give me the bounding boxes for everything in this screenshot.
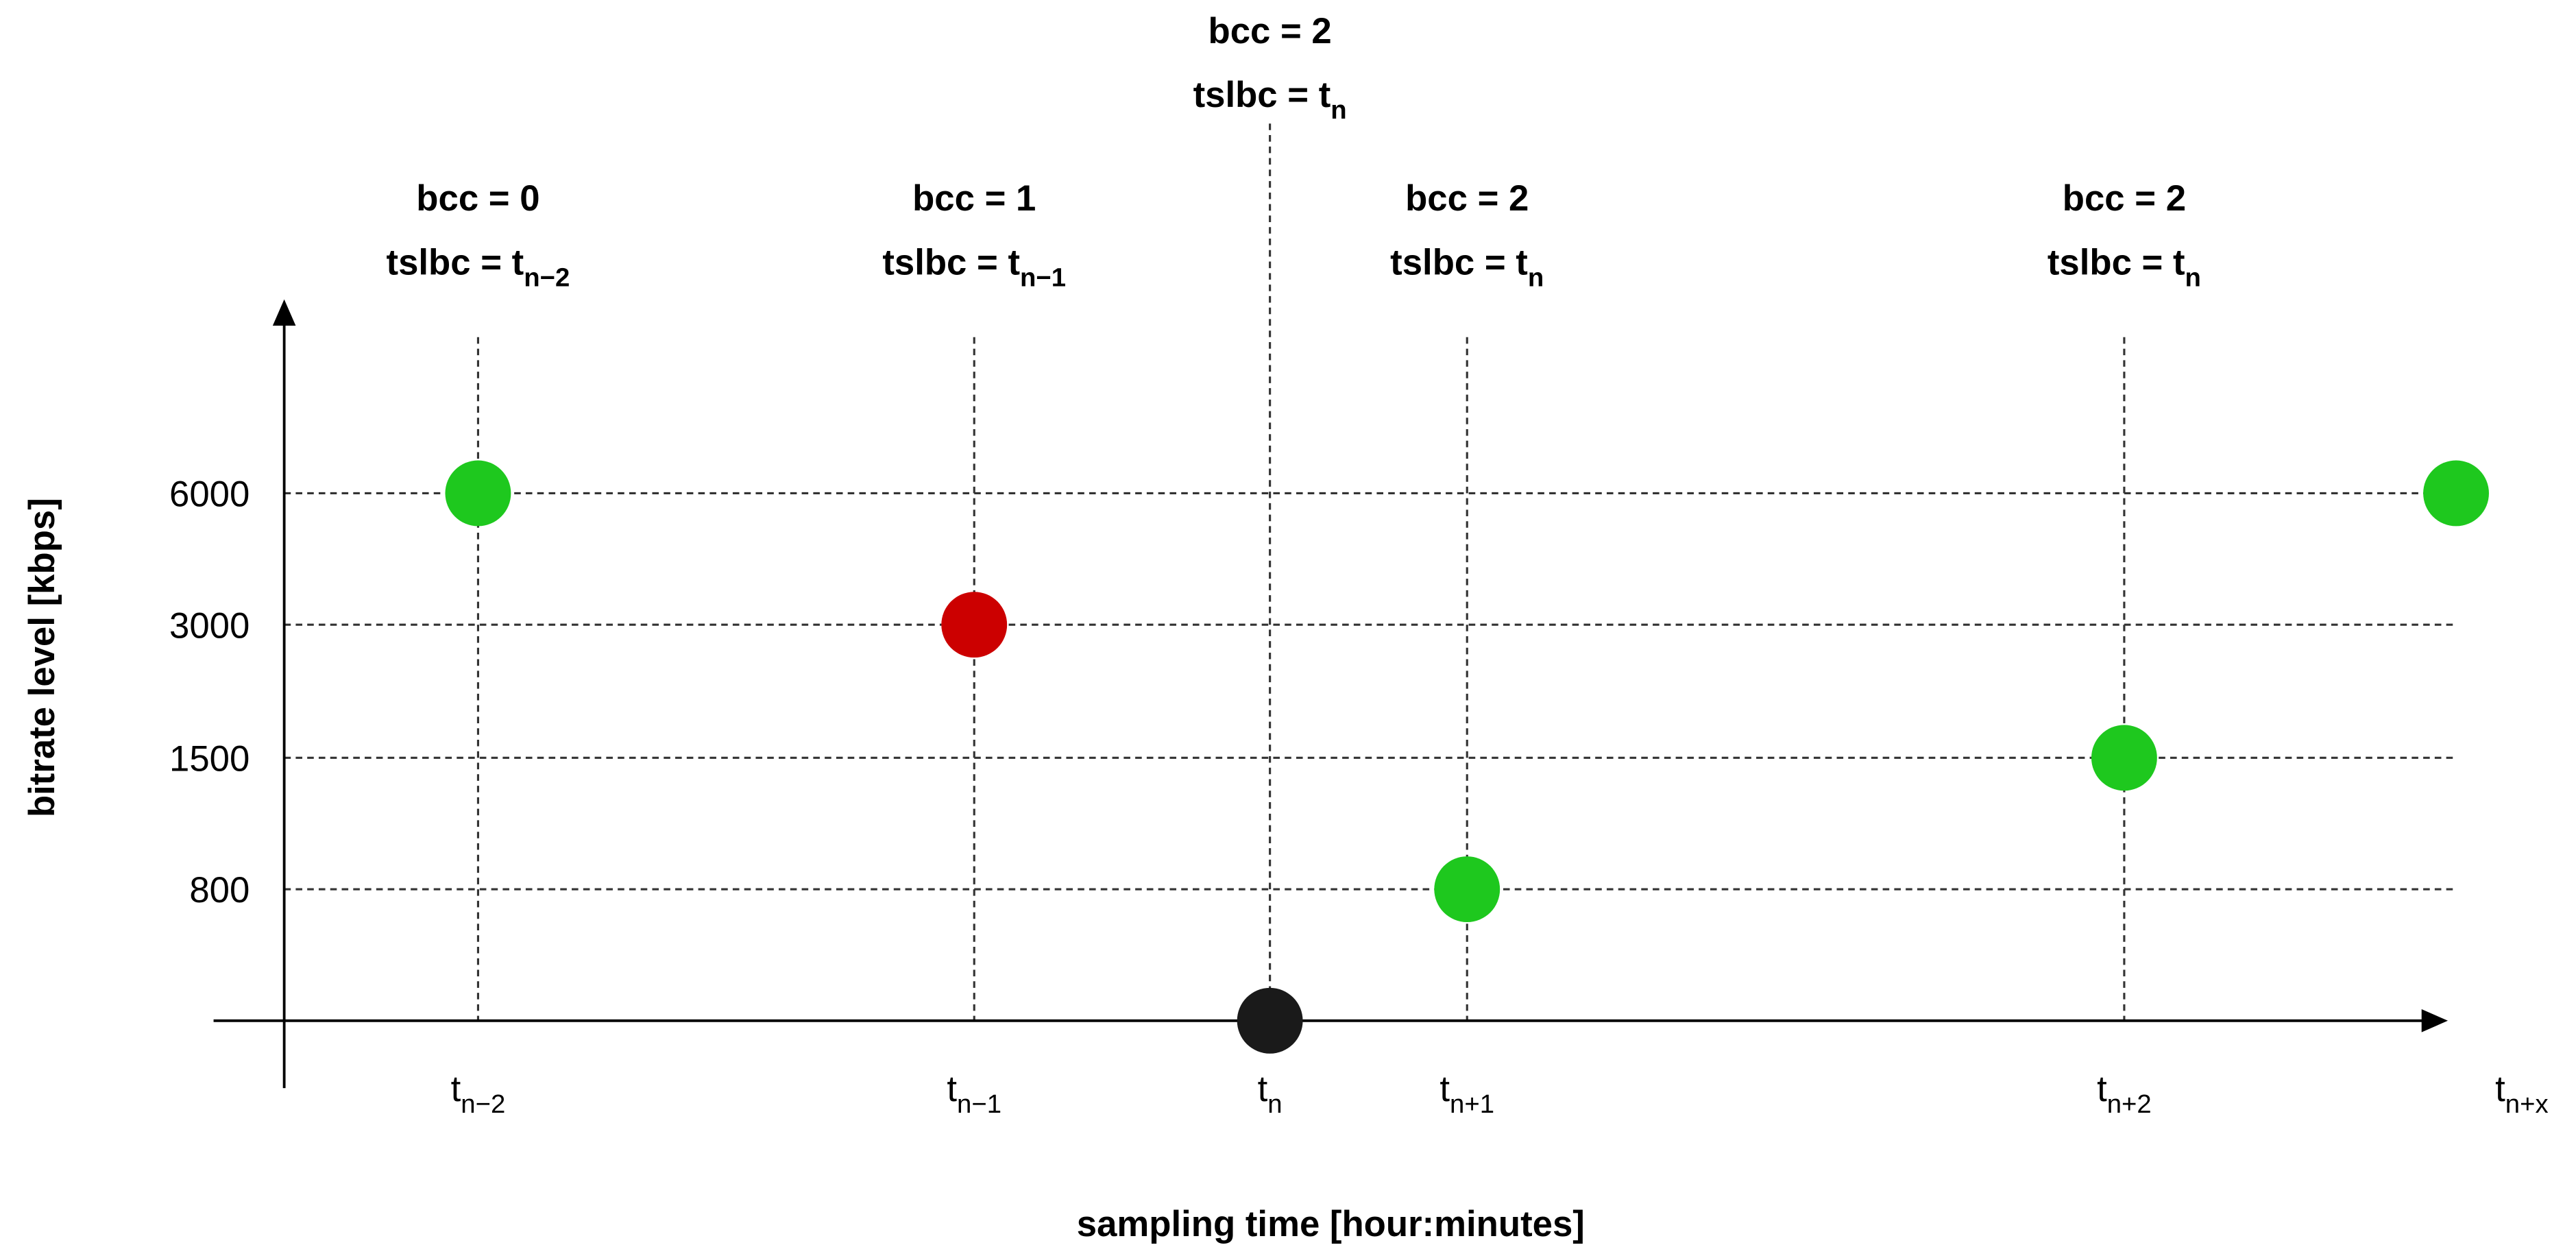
y-level-label: 800 (189, 870, 250, 910)
annotation-text: tslbc = t (387, 243, 524, 283)
annotation-line: bcc = 1 (912, 178, 1036, 219)
annotation-text: tslbc = t (1193, 75, 1331, 115)
annotation-text: tslbc = t (882, 243, 1020, 283)
annotation-text: tslbc = t (1390, 243, 1528, 283)
annotation-line: bcc = 0 (416, 178, 539, 219)
x-label-sub: n−2 (461, 1089, 505, 1119)
x-label-base: t (451, 1069, 461, 1109)
annotation-line: tslbc = tn (1390, 243, 1544, 293)
x-label-base: t (1439, 1069, 1450, 1109)
x-label-base: t (947, 1069, 957, 1109)
x-label-sub: n+x (2505, 1089, 2549, 1119)
x-label: tn−1 (947, 1069, 1001, 1119)
y-level-label: 6000 (169, 474, 250, 515)
x-label: tn−2 (451, 1069, 506, 1119)
annotation-sub: n−2 (524, 263, 570, 292)
annotation-line: bcc = 2 (1208, 11, 1332, 51)
sample-point (2091, 725, 2157, 791)
annotation-sub: n−1 (1020, 263, 1066, 292)
x-label: tn (1258, 1069, 1283, 1119)
annotation-text: tslbc = t (2048, 243, 2185, 283)
annotation-sub: n (1330, 95, 1346, 125)
y-level-label: 1500 (169, 739, 250, 780)
sample-point (445, 460, 511, 527)
annotation-sub: n (1528, 263, 1544, 292)
x-label-sub: n+2 (2107, 1089, 2152, 1119)
sample-point (1434, 856, 1500, 923)
x-axis-label: sampling time [hour:minutes] (1077, 1204, 1585, 1244)
x-arrow (2421, 1009, 2449, 1032)
x-label-sub: n+1 (1450, 1089, 1494, 1119)
x-label-base: t (1258, 1069, 1268, 1109)
annotation-line: tslbc = tn (1193, 75, 1347, 125)
x-label: tn+x (2495, 1069, 2549, 1119)
annotation-line: tslbc = tn−2 (387, 243, 570, 293)
annotation-line: tslbc = tn−1 (882, 243, 1066, 293)
y-arrow (272, 299, 296, 326)
x-label: tn+2 (2097, 1069, 2152, 1119)
sample-point (2423, 460, 2489, 527)
annotation-line: bcc = 2 (1405, 178, 1529, 219)
annotation-sub: n (2185, 263, 2201, 292)
annotation-line: tslbc = tn (2048, 243, 2201, 293)
y-level-label: 3000 (169, 605, 250, 646)
sample-point (1237, 987, 1303, 1054)
y-axis-label: bitrate level [kbps] (22, 498, 62, 817)
x-label-base: t (2495, 1069, 2505, 1109)
sample-point (941, 592, 1008, 658)
x-labels: tn−2 tn−1 tn tn+1 tn+2 tn+x (451, 1069, 2549, 1119)
x-label-sub: n−1 (957, 1089, 1001, 1119)
x-label-base: t (2097, 1069, 2107, 1109)
annotation-line: bcc = 2 (2063, 178, 2186, 219)
x-label-sub: n (1267, 1089, 1282, 1119)
x-label: tn+1 (1439, 1069, 1494, 1119)
